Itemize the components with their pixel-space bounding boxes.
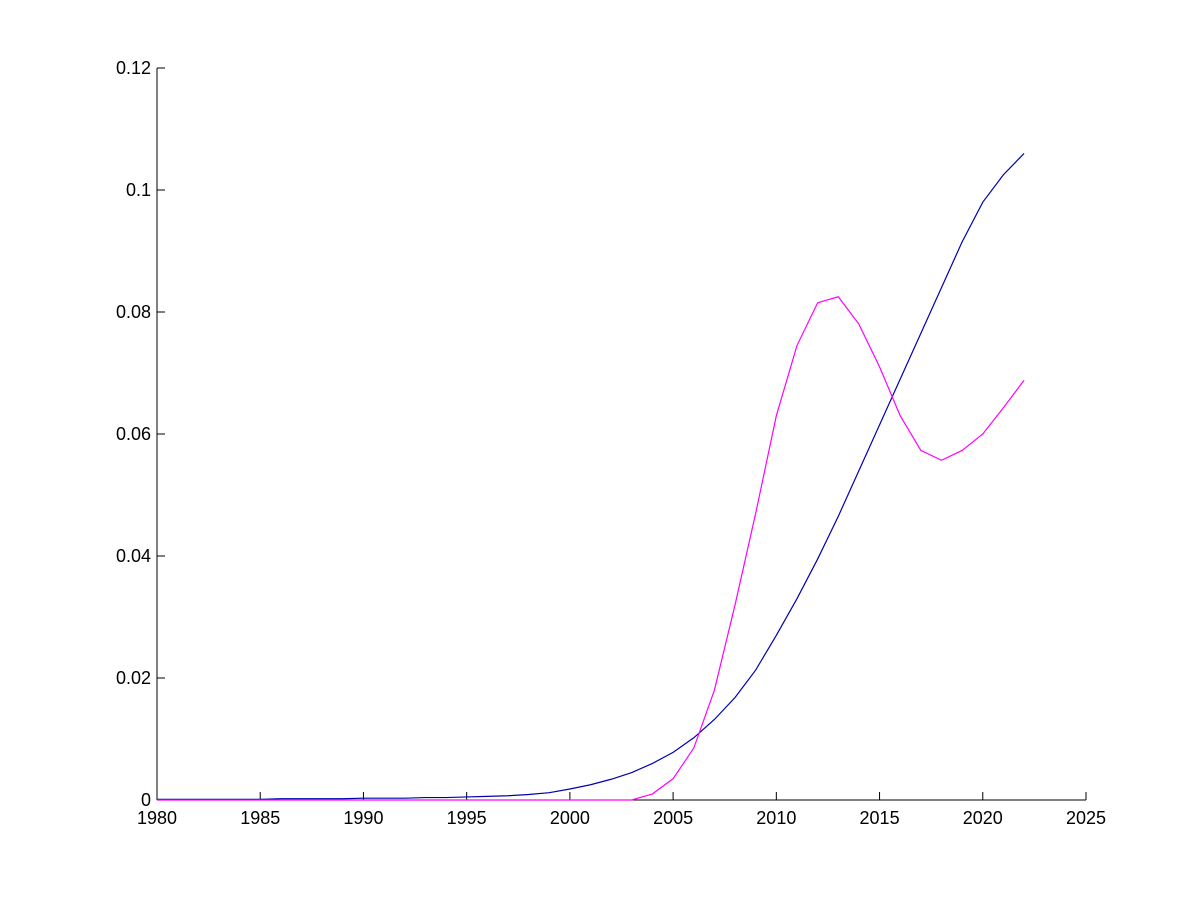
x-tick-label: 1985 xyxy=(240,808,280,828)
x-tick-label: 2000 xyxy=(550,808,590,828)
x-tick-label: 2025 xyxy=(1066,808,1106,828)
y-tick-label: 0.02 xyxy=(116,668,151,688)
x-tick-label: 1995 xyxy=(447,808,487,828)
y-tick-label: 0.1 xyxy=(126,180,151,200)
y-tick-label: 0.04 xyxy=(116,546,151,566)
series-line xyxy=(157,152,1025,800)
y-tick-label: 0.12 xyxy=(116,58,151,78)
y-tick-label: 0 xyxy=(141,790,151,810)
y-tick-label: 0.06 xyxy=(116,424,151,444)
x-tick-label: 2010 xyxy=(756,808,796,828)
x-tick-label: 1990 xyxy=(343,808,383,828)
x-tick-label: 2015 xyxy=(860,808,900,828)
y-tick-label: 0.08 xyxy=(116,302,151,322)
x-tick-label: 2020 xyxy=(963,808,1003,828)
x-tick-label: 2005 xyxy=(653,808,693,828)
series-line xyxy=(157,296,1025,801)
x-tick-label: 1980 xyxy=(137,808,177,828)
